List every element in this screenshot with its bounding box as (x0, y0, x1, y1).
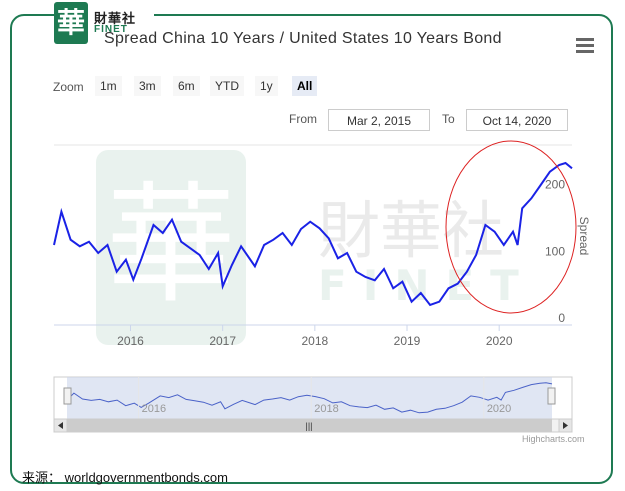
scroll-left-arrow-icon[interactable] (58, 422, 63, 429)
series-line (53, 161, 573, 307)
zoom-button-all[interactable]: All (292, 76, 318, 96)
y-tick-label: 200 (545, 178, 565, 192)
chart-title: Spread China 10 Years / United States 10… (104, 30, 502, 47)
navigator[interactable]: 2016 2018 2020 ||| (53, 376, 573, 433)
range-from-label: From (289, 112, 317, 126)
logo-mark: 華 (54, 2, 88, 44)
watermark-box (96, 150, 246, 345)
zoom-button-6m[interactable]: 6m (173, 76, 200, 96)
logo-glyph: 華 (56, 6, 85, 39)
navigator-series-line (66, 382, 553, 414)
zoom-button-3m[interactable]: 3m (134, 76, 161, 96)
source-caption: 来源： worldgovernmentbonds.com (22, 470, 228, 485)
x-tick-label: 2017 (209, 334, 236, 348)
zoom-button-1m[interactable]: 1m (95, 76, 122, 96)
logo-en-text: FINET (94, 24, 128, 35)
x-tick-label: 2018 (301, 334, 328, 348)
navigator-ticks: 2016 2018 2020 (138, 377, 511, 419)
range-to-label: To (442, 112, 455, 126)
y-tick-label: 0 (558, 311, 565, 325)
navigator-handle-left[interactable] (63, 387, 72, 405)
x-tick-label: 2019 (394, 334, 421, 348)
logo-cn-text: 財華社 (94, 11, 137, 26)
y-axis-ticks: 0 100 200 (545, 178, 565, 325)
highcharts-credit[interactable]: Highcharts.com (522, 434, 585, 444)
scroll-right-arrow-icon[interactable] (563, 422, 568, 429)
y-axis-label: Spread (577, 217, 591, 256)
navigator-handle-right[interactable] (547, 387, 556, 405)
watermark-glyph: 華 (106, 169, 236, 321)
x-tick-label: 2016 (117, 334, 144, 348)
zoom-button-ytd[interactable]: YTD (210, 76, 244, 96)
scrollbar-thumb[interactable] (67, 419, 552, 432)
watermark-en: FINET (318, 261, 535, 310)
x-tick-label: 2020 (486, 334, 513, 348)
range-from-input[interactable]: Mar 2, 2015 (328, 109, 430, 131)
scrollbar-grip-icon[interactable]: ||| (305, 421, 312, 431)
context-menu-icon[interactable] (576, 38, 594, 56)
y-tick-label: 100 (545, 244, 565, 258)
watermark: 華 財華社 FINET (96, 150, 535, 345)
finet-logo: 華 財華社 FINET (54, 2, 154, 46)
navigator-tick-label: 2020 (487, 403, 511, 415)
navigator-tick-label: 2018 (314, 403, 338, 415)
zoom-button-1y[interactable]: 1y (255, 76, 278, 96)
zoom-label: Zoom (53, 80, 84, 94)
range-to-input[interactable]: Oct 14, 2020 (466, 109, 568, 131)
x-axis-ticks: 2016 2017 2018 2019 2020 (117, 325, 513, 348)
navigator-tick-label: 2016 (142, 403, 166, 415)
navigator-selection[interactable] (67, 377, 552, 419)
highlight-ellipse (445, 140, 577, 314)
